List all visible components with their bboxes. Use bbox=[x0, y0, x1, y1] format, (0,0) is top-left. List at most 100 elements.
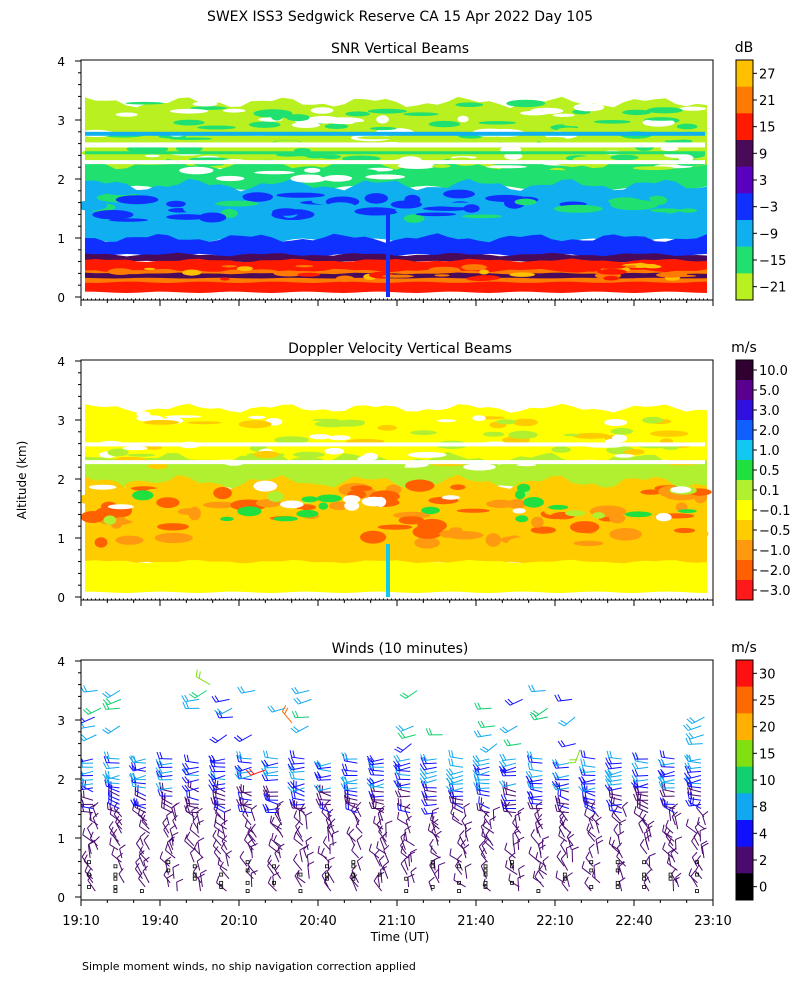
calm-marker bbox=[430, 864, 435, 869]
wind-barb-staff bbox=[533, 877, 542, 884]
wind-barb-feather bbox=[77, 780, 80, 786]
calm-marker bbox=[615, 880, 620, 885]
doppler-patch bbox=[573, 432, 610, 439]
wind-barb-staff bbox=[613, 829, 620, 838]
wind-barb-staff bbox=[702, 815, 706, 826]
doppler-patch bbox=[564, 504, 587, 510]
calm-marker bbox=[325, 864, 329, 869]
wind-barb-staff bbox=[587, 832, 596, 842]
wind-barb-feather bbox=[538, 862, 541, 870]
calm-marker bbox=[404, 889, 409, 893]
wind-barb-staff bbox=[105, 707, 120, 710]
doppler-patch bbox=[417, 518, 447, 533]
wind-barb-staff bbox=[271, 839, 281, 847]
doppler-patch bbox=[530, 526, 556, 534]
wind-barb-staff bbox=[429, 864, 436, 875]
colorbar-swatch bbox=[736, 246, 753, 274]
wind-barb-feather bbox=[456, 853, 463, 860]
wind-barb-feather bbox=[262, 803, 267, 811]
wind-barb-feather bbox=[554, 780, 560, 787]
wind-barb-feather bbox=[582, 768, 586, 776]
doppler-patch bbox=[164, 415, 202, 418]
wind-barb-staff bbox=[166, 842, 173, 855]
wind-barb-feather bbox=[186, 796, 190, 804]
x-tick-label: 19:40 bbox=[141, 914, 178, 929]
wind-barb-staff bbox=[449, 854, 462, 863]
wind-barb-feather bbox=[184, 834, 188, 842]
wind-barb-staff bbox=[564, 716, 576, 727]
wind-barb-staff bbox=[512, 833, 514, 846]
doppler-panel-title: Doppler Velocity Vertical Beams bbox=[288, 341, 512, 357]
colorbar-swatch bbox=[736, 193, 753, 221]
wind-barb-staff bbox=[584, 882, 592, 892]
doppler-patch bbox=[107, 504, 134, 510]
snr-patch bbox=[563, 269, 588, 273]
wind-barb-staff bbox=[344, 769, 358, 772]
colorbar-label: 9 bbox=[759, 147, 767, 162]
snr-patch bbox=[390, 200, 423, 209]
wind-barb-feather bbox=[557, 796, 561, 804]
wind-barb-feather bbox=[378, 855, 385, 861]
wind-barb-staff bbox=[134, 794, 147, 801]
wind-barb-feather bbox=[552, 783, 557, 791]
wind-barb-feather bbox=[209, 759, 213, 767]
doppler-patch bbox=[148, 463, 168, 470]
wind-barb-feather bbox=[348, 828, 355, 835]
wind-barb-staff bbox=[371, 779, 384, 785]
wind-barb-staff bbox=[404, 808, 410, 822]
wind-barb-feather bbox=[376, 818, 382, 825]
wind-barb-staff bbox=[345, 808, 358, 814]
doppler-patch bbox=[267, 491, 284, 502]
wind-barb-staff bbox=[81, 758, 94, 763]
wind-barb-feather bbox=[508, 873, 511, 881]
snr-patch bbox=[170, 108, 208, 114]
wind-barb-feather bbox=[404, 803, 411, 810]
wind-barb-staff bbox=[81, 796, 94, 801]
colorbar-swatch bbox=[736, 560, 753, 581]
snr-patch bbox=[352, 121, 387, 126]
wind-barb-feather bbox=[295, 825, 301, 833]
winds-panel-title: Winds (10 minutes) bbox=[332, 641, 469, 657]
wind-barb-staff bbox=[584, 814, 594, 822]
wind-barb-staff bbox=[172, 867, 175, 879]
wind-barb-feather bbox=[595, 835, 603, 840]
wind-barb-feather bbox=[659, 797, 664, 805]
doppler-patch bbox=[626, 498, 651, 505]
wind-barb-staff bbox=[215, 734, 228, 744]
wind-barb-staff bbox=[92, 806, 97, 817]
doppler-patch bbox=[124, 512, 163, 523]
wind-barb-feather bbox=[499, 728, 506, 734]
wind-barb-staff bbox=[424, 803, 437, 807]
wind-barb-feather bbox=[671, 803, 678, 809]
wind-barb-feather bbox=[212, 790, 215, 798]
wind-barb-feather bbox=[240, 804, 243, 812]
wind-barb-feather bbox=[639, 809, 644, 817]
wind-barb-feather bbox=[407, 873, 415, 878]
x-tick-label: 20:40 bbox=[299, 914, 336, 929]
wind-barb-staff bbox=[199, 873, 203, 888]
doppler-patch bbox=[472, 415, 486, 421]
doppler-patch bbox=[512, 508, 526, 514]
wind-barb-feather bbox=[645, 869, 652, 876]
wind-barb-feather bbox=[396, 803, 399, 811]
wind-barb-feather bbox=[670, 847, 677, 854]
wind-barb-staff bbox=[618, 866, 624, 879]
wind-barb-staff bbox=[565, 848, 569, 859]
wind-barb-feather bbox=[567, 833, 575, 839]
wind-barb-feather bbox=[211, 778, 216, 786]
wind-barb-feather bbox=[197, 819, 204, 824]
wind-barb-staff bbox=[119, 848, 123, 859]
wind-barb-feather bbox=[343, 782, 348, 790]
wind-barb-feather bbox=[631, 775, 636, 782]
wind-barb-feather bbox=[445, 785, 452, 792]
wind-barb-staff bbox=[291, 762, 305, 765]
wind-barb-feather bbox=[610, 787, 613, 795]
calm-marker bbox=[510, 860, 514, 865]
snr-patch bbox=[643, 264, 662, 269]
wind-barb-staff bbox=[115, 821, 123, 830]
wind-barb-staff bbox=[428, 881, 433, 892]
wind-barb-staff bbox=[618, 881, 623, 892]
wind-barb-staff bbox=[106, 757, 120, 760]
calm-marker bbox=[589, 885, 594, 889]
